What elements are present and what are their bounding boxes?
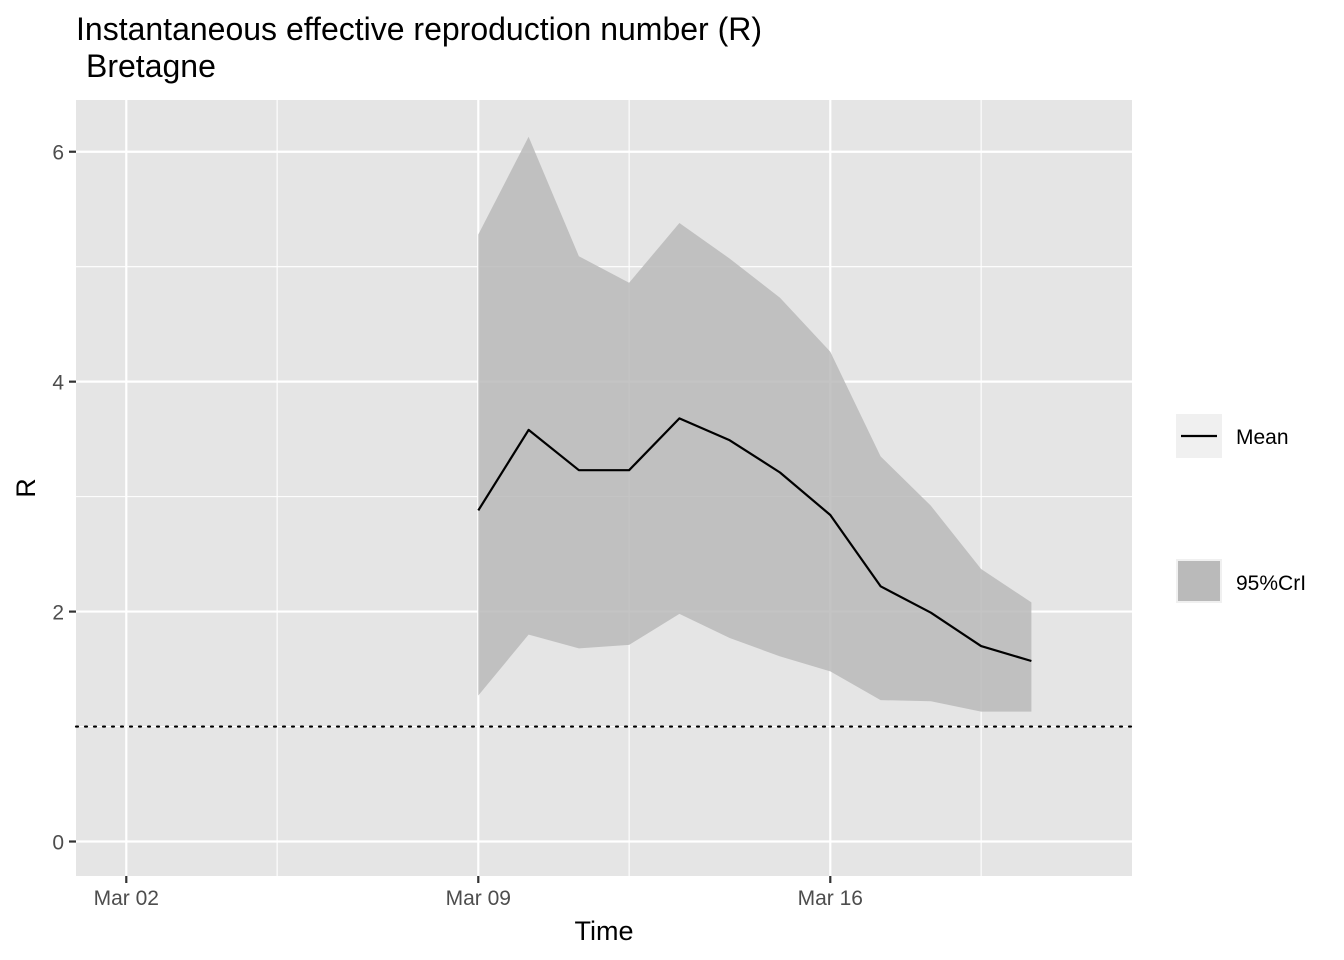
x-tick-label: Mar 16 — [798, 887, 863, 910]
y-tick-label: 2 — [52, 602, 64, 625]
legend: Mean 95%CrI — [1176, 414, 1306, 603]
credible-interval-band — [478, 136, 1032, 712]
x-tick-label: Mar 02 — [94, 887, 159, 910]
y-axis-title: R — [11, 478, 41, 498]
legend-cri-swatch — [1178, 561, 1220, 601]
chart-title: Instantaneous effective reproduction num… — [76, 11, 762, 47]
legend-label-cri: 95%CrI — [1236, 572, 1306, 595]
grid — [76, 100, 1132, 876]
y-tick-label: 0 — [52, 832, 64, 855]
y-tick-label: 4 — [52, 372, 64, 395]
mean-line — [477, 417, 1032, 663]
axes: 0 2 4 6 Mar 02 Mar 09 Mar 16 — [52, 142, 863, 910]
legend-label-mean: Mean — [1236, 426, 1289, 449]
x-tick-label: Mar 09 — [446, 887, 511, 910]
y-tick-label: 6 — [52, 142, 64, 165]
x-axis-title: Time — [575, 916, 634, 946]
data-layer — [74, 136, 1134, 728]
chart-subtitle: Bretagne — [86, 48, 216, 84]
